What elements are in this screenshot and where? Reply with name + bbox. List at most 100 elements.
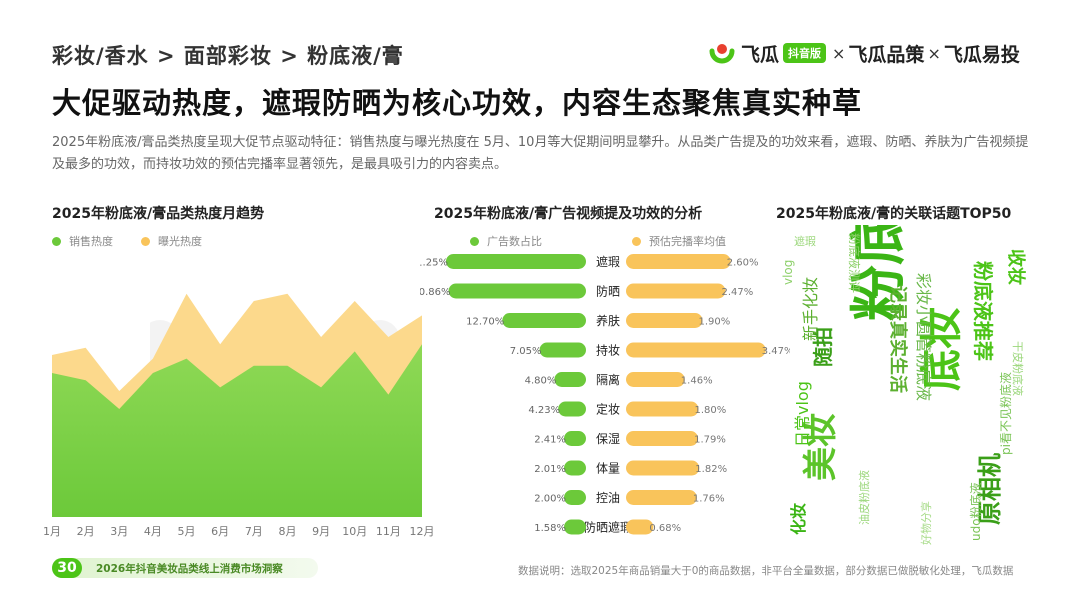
bar-label-completion-rate: 1.90% xyxy=(699,317,731,328)
data-note: 数据说明：选取2025年商品销量大于0的商品数据，非平台全量数据，部分数据已做脱… xyxy=(518,565,1014,577)
legend-item-sales: 销售热度 xyxy=(52,233,113,249)
brand-header: 飞瓜 抖音版 × 飞瓜品策 × 飞瓜易投 xyxy=(708,38,1020,68)
bar-completion-rate xyxy=(626,372,685,387)
word-cloud-term: udo粉底液 xyxy=(968,482,983,541)
bar-completion-rate xyxy=(626,283,726,299)
x-tick-label: 9月 xyxy=(312,525,330,538)
bar-label-ad-share: 12.70% xyxy=(466,317,504,328)
area-series-sales xyxy=(52,344,422,517)
brand-name-feigua: 飞瓜 xyxy=(741,43,780,66)
bar-ad-share xyxy=(445,254,586,269)
brand-badge: 抖音版 xyxy=(783,43,827,63)
trend-chart-legend: 销售热度 曝光热度 xyxy=(52,233,202,249)
word-cloud-term: 新手化妆 xyxy=(801,277,820,341)
bar-label-ad-share: 2.41% xyxy=(534,435,566,446)
category-label: 防晒 xyxy=(596,284,620,299)
bar-ad-share xyxy=(564,460,586,476)
brand-name-yitou: 飞瓜易投 xyxy=(943,43,1020,66)
word-cloud-term: 油皮粉底液 xyxy=(857,470,871,525)
bar-completion-rate xyxy=(626,460,700,476)
bar-ad-share xyxy=(554,372,586,387)
bar-completion-rate xyxy=(626,490,697,505)
legend-item-completion: 预估完播率均值 xyxy=(632,233,726,249)
bar-ad-share xyxy=(448,283,586,299)
bar-ad-share xyxy=(558,401,586,417)
bar-label-completion-rate: 1.76% xyxy=(693,494,725,505)
bar-label-completion-rate: 1.82% xyxy=(695,464,727,475)
word-cloud-term: 收妆 xyxy=(1005,249,1027,285)
category-label: 隔离 xyxy=(596,372,620,387)
word-cloud-term: 干皮粉底液 xyxy=(1011,341,1025,396)
legend-dot-exposure xyxy=(141,236,150,246)
legend-item-exposure: 曝光热度 xyxy=(141,233,202,249)
word-cloud-term: 彩妆小圆管粉底液 xyxy=(914,273,933,401)
bar-label-ad-share: 1.58% xyxy=(534,523,566,534)
intro-paragraph: 2025年粉底液/膏品类热度呈现大促节点驱动特征：销售热度与曝光热度在 5月、1… xyxy=(52,135,1029,172)
bar-ad-share xyxy=(564,490,586,505)
bar-completion-rate xyxy=(626,254,731,269)
trend-area-chart: 1月 2月 3月 4月 5月 6月 7月 8月 9月 10月 11月 12月 xyxy=(44,293,435,538)
category-label: 定妆 xyxy=(596,402,620,417)
category-label: 持妆 xyxy=(596,343,620,358)
brand-separator: × xyxy=(927,43,941,63)
bar-label-ad-share: 2.01% xyxy=(534,464,566,475)
x-tick-label: 10月 xyxy=(342,525,367,538)
x-tick-label: 4月 xyxy=(144,525,162,538)
feigua-logo-icon xyxy=(709,44,735,64)
x-tick-label: 8月 xyxy=(278,525,296,538)
trend-chart-title: 2025年粉底液/膏品类热度月趋势 xyxy=(52,206,265,222)
bar-completion-rate xyxy=(626,519,654,535)
word-cloud-term: 粉底液推荐 xyxy=(971,261,995,361)
word-cloud-term: 好物分享 xyxy=(919,501,933,545)
legend-dot-ad-share xyxy=(470,236,479,246)
x-tick-label: 2月 xyxy=(77,525,95,538)
legend-dot-sales xyxy=(52,236,61,246)
legend-item-ad-share: 广告数占比 xyxy=(470,233,542,249)
word-cloud-term: 随拍 xyxy=(811,327,835,367)
word-cloud-term: 化妆 xyxy=(789,503,808,535)
category-label: 保湿 xyxy=(596,431,620,446)
word-cloud-term: 粉底液 xyxy=(847,225,912,321)
bar-label-ad-share: 21.25% xyxy=(420,258,448,269)
page-number: 30 xyxy=(52,558,82,578)
bar-label-ad-share: 7.05% xyxy=(510,346,542,357)
x-tick-label: 7月 xyxy=(245,525,263,538)
legend-label-completion: 预估完播率均值 xyxy=(649,235,726,248)
bar-label-ad-share: 4.23% xyxy=(528,405,560,416)
bar-completion-rate xyxy=(626,342,766,358)
bar-label-completion-rate: 1.79% xyxy=(694,435,726,446)
x-tick-label: 3月 xyxy=(110,525,128,538)
category-label: 遮瑕 xyxy=(596,254,620,269)
bar-ad-share xyxy=(502,313,586,328)
bar-label-completion-rate: 3.47% xyxy=(762,346,790,357)
report-name: 2026年抖音美妆品类线上消费市场洞察 xyxy=(96,562,283,575)
word-cloud-term: 底妆 xyxy=(917,307,966,391)
efficacy-chart-legend: 广告数占比 预估完播率均值 xyxy=(470,233,726,249)
category-label: 防晒遮瑕 xyxy=(584,520,632,535)
word-cloud-term: 原相机 xyxy=(976,453,1004,525)
word-cloud-term: pi看不见粉底液 xyxy=(998,372,1013,455)
bar-label-completion-rate: 1.46% xyxy=(681,376,713,387)
x-tick-label: 11月 xyxy=(376,525,401,538)
brand-separator: × xyxy=(832,43,846,63)
efficacy-chart-title: 2025年粉底液/膏广告视频提及功效的分析 xyxy=(434,206,703,222)
efficacy-butterfly-chart: 遮瑕 21.25% 2.60% 防晒 20.86% 2.47% 养肤 12.70% 1.90% 持… xyxy=(420,254,790,535)
word-cloud-term: 粉底液测评 xyxy=(847,233,862,293)
legend-label-ad-share: 广告数占比 xyxy=(487,235,542,248)
x-tick-label: 12月 xyxy=(410,525,435,538)
legend-label-exposure: 曝光热度 xyxy=(158,235,202,248)
bar-ad-share xyxy=(564,519,586,535)
bar-label-ad-share: 4.80% xyxy=(525,376,557,387)
word-cloud-term: 美妆 xyxy=(801,413,841,481)
bar-label-completion-rate: 2.60% xyxy=(727,258,759,269)
bar-completion-rate xyxy=(626,313,703,328)
footer-report-pill: 30 2026年抖音美妆品类线上消费市场洞察 xyxy=(52,558,318,578)
legend-label-sales: 销售热度 xyxy=(69,235,113,248)
x-tick-label: 6月 xyxy=(211,525,229,538)
x-tick-label: 5月 xyxy=(178,525,196,538)
brand-name-pince: 飞瓜品策 xyxy=(848,43,925,66)
category-label: 体量 xyxy=(596,462,620,476)
word-cloud-term: 记录真实生活 xyxy=(887,285,909,393)
bar-ad-share xyxy=(564,431,586,446)
